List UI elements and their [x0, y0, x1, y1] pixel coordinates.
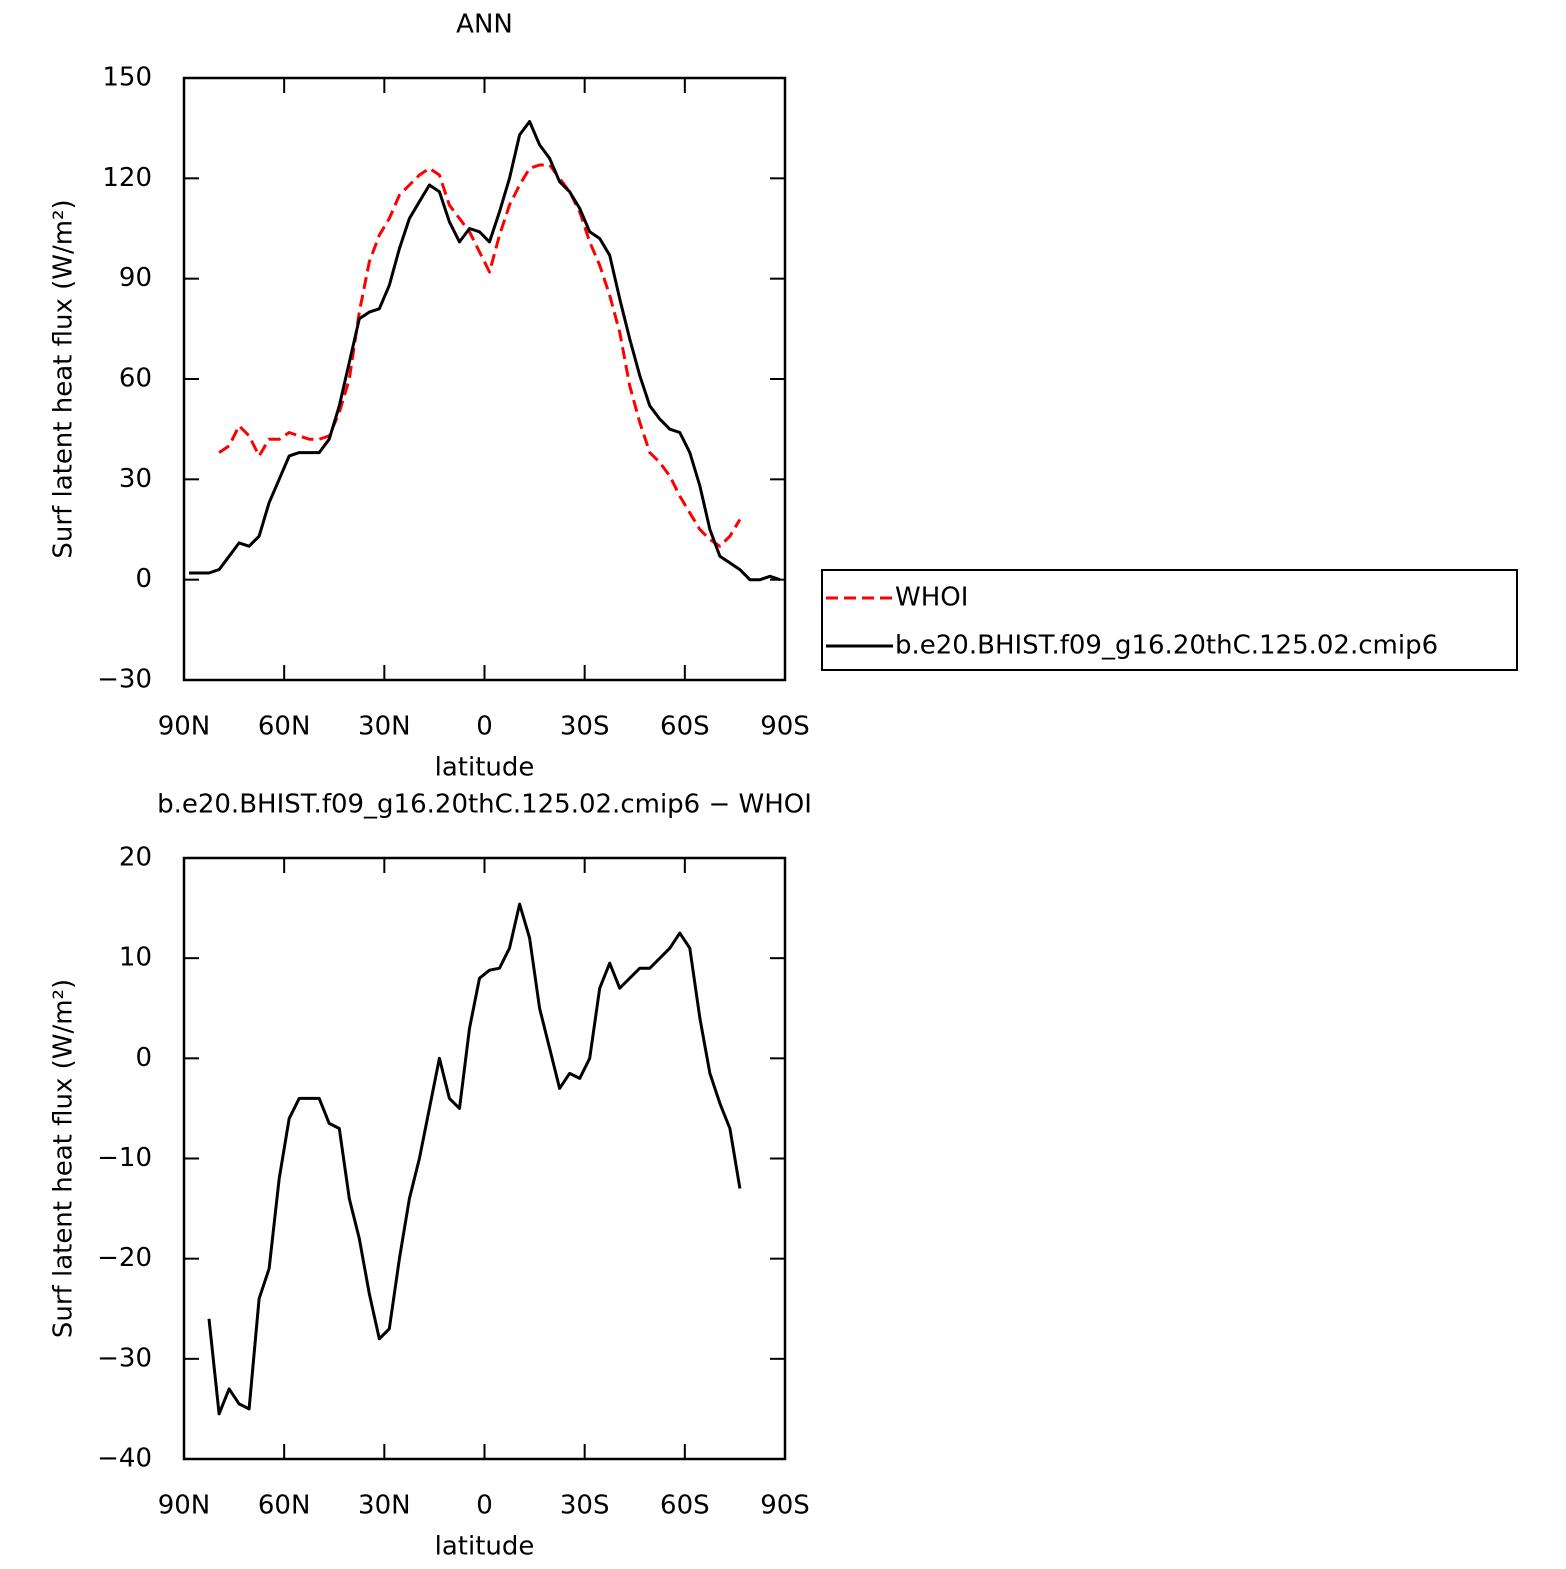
y-tick-label: 60	[119, 364, 152, 394]
x-axis-label: latitude	[435, 1532, 535, 1562]
y-axis-label: Surf latent heat flux (W/m²)	[49, 979, 79, 1338]
chart-title: b.e20.BHIST.f09_g16.20thC.125.02.cmip6 −…	[157, 790, 812, 820]
x-tick-label: 30N	[358, 1491, 411, 1521]
x-tick-label: 30N	[358, 712, 411, 742]
x-tick-label: 90S	[760, 712, 810, 742]
legend-label: b.e20.BHIST.f09_g16.20thC.125.02.cmip6	[895, 631, 1438, 661]
x-tick-label: 60S	[660, 712, 710, 742]
y-tick-label: −30	[97, 665, 152, 695]
y-tick-label: 0	[135, 564, 152, 594]
y-tick-label: −10	[97, 1143, 152, 1173]
x-tick-label: 90N	[158, 1491, 211, 1521]
y-tick-label: 90	[119, 263, 152, 293]
y-tick-label: 20	[119, 843, 152, 873]
plot-frame	[182, 76, 787, 682]
y-tick-label: 150	[102, 63, 152, 93]
legend-label: WHOI	[895, 583, 968, 613]
y-tick-label: 10	[119, 943, 152, 973]
x-tick-label: 60S	[660, 1491, 710, 1521]
y-tick-label: −30	[97, 1343, 152, 1373]
x-tick-label: 30S	[560, 1491, 610, 1521]
x-tick-label: 0	[476, 1491, 493, 1521]
y-tick-label: −20	[97, 1243, 152, 1273]
x-tick-label: 90N	[158, 712, 211, 742]
x-tick-label: 0	[476, 712, 493, 742]
y-tick-label: 0	[135, 1043, 152, 1073]
chart-title: ANN	[456, 10, 513, 40]
plot-frame	[182, 856, 787, 1461]
data-line	[207, 902, 742, 1416]
y-tick-label: −40	[97, 1444, 152, 1474]
legend: WHOI b.e20.BHIST.f09_g16.20thC.125.02.cmi…	[821, 569, 1518, 671]
legend-box	[821, 569, 1518, 671]
y-tick-label: 30	[119, 464, 152, 494]
y-tick-label: 120	[102, 163, 152, 193]
x-tick-label: 60N	[258, 712, 311, 742]
x-tick-label: 30S	[560, 712, 610, 742]
data-line	[218, 163, 742, 548]
x-tick-label: 90S	[760, 1491, 810, 1521]
x-axis-label: latitude	[435, 753, 535, 783]
y-axis-label: Surf latent heat flux (W/m²)	[49, 199, 79, 558]
data-line	[189, 120, 781, 582]
x-tick-label: 60N	[258, 1491, 311, 1521]
